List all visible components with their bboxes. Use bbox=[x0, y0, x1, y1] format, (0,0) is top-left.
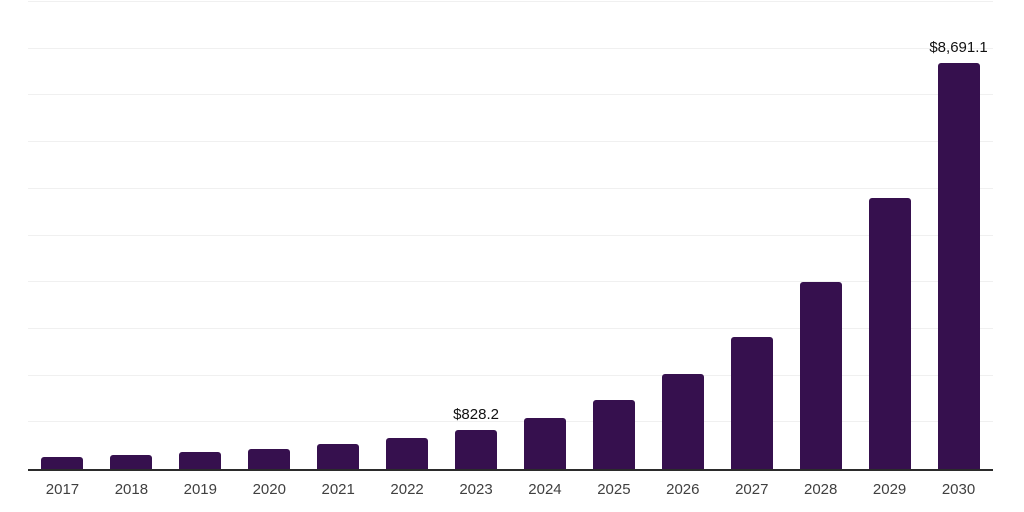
gridline-4000 bbox=[28, 281, 993, 283]
plot-area: $828.2 $8,691.1 bbox=[28, 1, 993, 471]
data-label-2030: $8,691.1 bbox=[929, 39, 988, 57]
bar-2027 bbox=[730, 337, 773, 469]
gridline-5000 bbox=[28, 234, 993, 236]
x-tick-2026: 2026 bbox=[666, 481, 700, 498]
gridline-9000 bbox=[28, 47, 993, 49]
gridline-6000 bbox=[28, 187, 993, 189]
x-tick-2025: 2025 bbox=[597, 481, 631, 498]
gridline-3000 bbox=[28, 327, 993, 329]
bar-2023 bbox=[455, 430, 498, 469]
bar-2026 bbox=[661, 373, 704, 469]
x-tick-2023: 2023 bbox=[459, 481, 493, 498]
bar-2020 bbox=[248, 448, 291, 469]
x-tick-2029: 2029 bbox=[872, 481, 907, 498]
x-tick-2021: 2021 bbox=[321, 481, 355, 498]
bar-2019 bbox=[179, 451, 222, 469]
bar-2021 bbox=[317, 443, 360, 469]
x-tick-2030: 2030 bbox=[941, 481, 976, 498]
bar-2017 bbox=[41, 457, 84, 469]
gridline-7000 bbox=[28, 141, 993, 143]
data-label-2023: $828.2 bbox=[453, 406, 499, 424]
x-tick-2022: 2022 bbox=[390, 481, 424, 498]
x-tick-2024: 2024 bbox=[528, 481, 562, 498]
bar-2028 bbox=[799, 282, 842, 469]
bar-2024 bbox=[523, 417, 566, 469]
x-tick-2017: 2017 bbox=[45, 481, 80, 498]
gridline-8000 bbox=[28, 94, 993, 96]
bar-2030 bbox=[937, 63, 980, 469]
bars-layer: $828.2 $8,691.1 bbox=[28, 2, 993, 469]
gridlines-layer bbox=[28, 1, 993, 469]
bar-2025 bbox=[592, 399, 635, 469]
x-tick-2028: 2028 bbox=[803, 481, 838, 498]
bar-2029 bbox=[868, 197, 911, 469]
gridline-2000 bbox=[28, 374, 993, 376]
x-tick-2027: 2027 bbox=[735, 481, 769, 498]
x-axis-labels: 2017 2018 2019 2020 2021 2022 2023 2024 2025 2026… bbox=[28, 481, 993, 501]
bar-2018 bbox=[110, 455, 153, 469]
gridline-1000 bbox=[28, 421, 993, 423]
x-tick-2020: 2020 bbox=[252, 481, 286, 498]
bar-2022 bbox=[386, 438, 429, 469]
x-tick-2018: 2018 bbox=[114, 481, 149, 498]
x-tick-2019: 2019 bbox=[183, 481, 217, 498]
gridline-10000 bbox=[28, 1, 993, 2]
